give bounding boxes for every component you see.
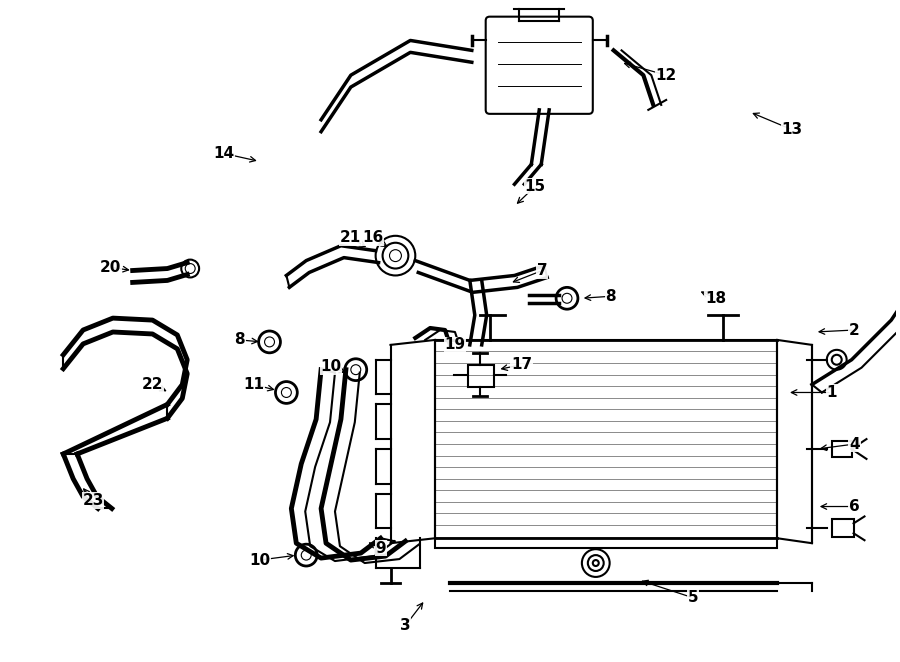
Text: 7: 7 <box>537 263 547 278</box>
Text: 2: 2 <box>850 322 860 338</box>
Bar <box>832 520 853 538</box>
Bar <box>468 365 493 387</box>
Text: 5: 5 <box>688 591 698 605</box>
Text: 10: 10 <box>320 359 342 374</box>
Text: 15: 15 <box>525 179 545 194</box>
Text: 12: 12 <box>655 68 677 83</box>
Text: 13: 13 <box>781 122 803 137</box>
Text: 9: 9 <box>375 541 386 555</box>
Text: 10: 10 <box>249 553 270 567</box>
Text: 18: 18 <box>706 291 726 306</box>
Text: 22: 22 <box>142 377 163 392</box>
Text: 4: 4 <box>850 436 859 451</box>
Text: 11: 11 <box>243 377 265 392</box>
Text: 8: 8 <box>606 289 616 304</box>
Text: 17: 17 <box>511 357 532 372</box>
Text: 16: 16 <box>362 230 383 246</box>
Text: 8: 8 <box>235 332 245 348</box>
Text: 21: 21 <box>340 230 362 246</box>
Text: 14: 14 <box>213 146 235 161</box>
Text: 20: 20 <box>100 260 122 275</box>
Bar <box>832 441 851 457</box>
Text: 23: 23 <box>82 493 104 508</box>
Bar <box>435 340 778 548</box>
Text: 1: 1 <box>826 385 837 400</box>
Text: 3: 3 <box>400 618 410 633</box>
Text: 6: 6 <box>850 499 860 514</box>
Text: 19: 19 <box>445 338 465 352</box>
